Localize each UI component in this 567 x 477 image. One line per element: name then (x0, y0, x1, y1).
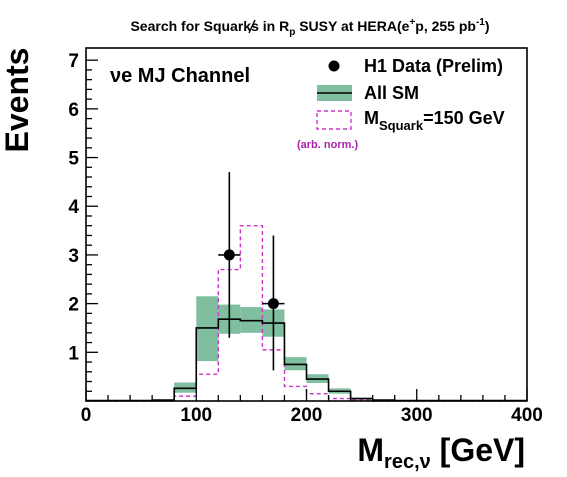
y-tick-label: 3 (68, 246, 79, 267)
rp-symbol: R (279, 18, 289, 34)
plot-frame (85, 47, 528, 402)
legend-signal-label: MSquark=150 GeV (364, 108, 505, 133)
data-point (267, 298, 279, 310)
legend-data-marker (328, 60, 340, 72)
x-tick-label: 400 (511, 405, 543, 426)
chart-title: Search for Squarks in Rp SUSY at HERA(e+… (130, 17, 489, 38)
x-tick-label: 200 (291, 405, 323, 426)
y-axis-label: Events (0, 48, 35, 153)
y-tick-label: 2 (68, 295, 79, 316)
sm-uncertainty-band-layer (86, 296, 527, 401)
x-axis-label: Mrec,ν [GeV] (357, 432, 525, 473)
legend-signal-note: (arb. norm.) (297, 139, 358, 151)
legend-signal-swatch (316, 110, 352, 130)
data-point (223, 249, 235, 261)
y-tick-label: 5 (68, 149, 79, 170)
y-tick-label: 6 (68, 100, 79, 121)
x-tick-label: 300 (401, 405, 433, 426)
data-points-layer (218, 172, 285, 371)
legend-sm-label: All SM (364, 83, 419, 103)
axis-ticks-layer: 0 100 200 300 400 1 2 3 4 5 6 7 (68, 51, 542, 426)
x-tick-label: 100 (180, 405, 212, 426)
channel-label: νe MJ Channel (110, 65, 250, 87)
legend-data-label: H1 Data (Prelim) (364, 56, 503, 76)
y-tick-label: 4 (68, 197, 79, 218)
rp-slash (248, 19, 256, 34)
y-tick-label: 1 (68, 343, 79, 364)
x-tick-label: 0 (81, 405, 92, 426)
y-tick-label: 7 (68, 51, 79, 72)
legend: H1 Data (Prelim) All SM MSquark=150 GeV … (297, 56, 505, 151)
